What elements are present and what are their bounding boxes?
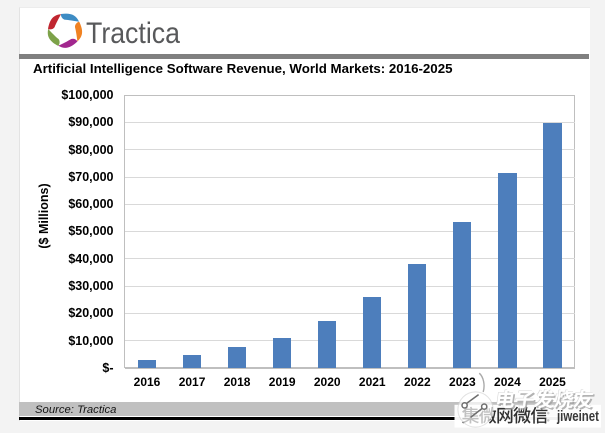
svg-text:jiweinet: jiweinet (556, 408, 599, 425)
